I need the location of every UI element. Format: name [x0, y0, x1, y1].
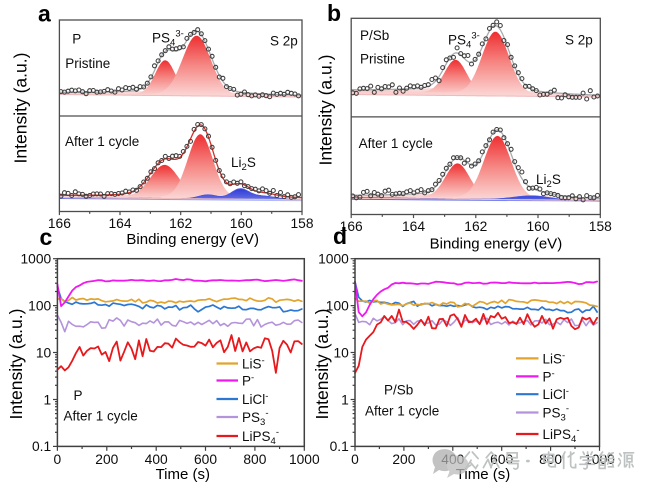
svg-text:400: 400 [145, 452, 168, 467]
svg-text:Li2S: Li2S [231, 155, 256, 173]
svg-text:LiPS4-: LiPS4- [543, 425, 580, 445]
svg-text:S 2p: S 2p [565, 33, 593, 48]
svg-text:LiS-: LiS- [543, 350, 566, 366]
svg-text:158: 158 [589, 219, 612, 234]
svg-text:Li2S: Li2S [536, 172, 561, 190]
svg-text:1000: 1000 [289, 452, 320, 467]
svg-text:160: 160 [526, 219, 549, 234]
svg-text:LiCl-: LiCl- [543, 386, 569, 402]
svg-text:Intensity (a.u.): Intensity (a.u.) [316, 55, 336, 166]
svg-text:Time (s): Time (s) [156, 466, 210, 483]
svg-text:0.1: 0.1 [330, 439, 349, 454]
svg-text:100: 100 [326, 298, 349, 313]
svg-text:b: b [327, 0, 341, 26]
svg-text:600: 600 [194, 452, 217, 467]
svg-text:P/Sb: P/Sb [360, 28, 389, 43]
svg-text:c: c [40, 224, 53, 250]
svg-text:158: 158 [290, 216, 313, 231]
svg-text:160: 160 [230, 216, 253, 231]
svg-text:10: 10 [36, 345, 52, 360]
svg-text:Intensity (a.u.): Intensity (a.u.) [312, 309, 332, 420]
svg-text:162: 162 [464, 219, 487, 234]
svg-text:1000: 1000 [318, 252, 349, 267]
svg-text:164: 164 [402, 219, 425, 234]
svg-text:0: 0 [351, 452, 359, 467]
svg-text:0.1: 0.1 [32, 439, 51, 454]
svg-text:a: a [38, 1, 51, 27]
svg-text:Intensity (a.u.): Intensity (a.u.) [6, 309, 26, 420]
svg-text:200: 200 [392, 452, 415, 467]
svg-text:164: 164 [108, 216, 131, 231]
svg-text:200: 200 [95, 452, 118, 467]
svg-text:d: d [333, 223, 347, 249]
svg-text:Pristine: Pristine [360, 52, 405, 67]
svg-text:162: 162 [169, 216, 192, 231]
svg-text:P/Sb: P/Sb [384, 383, 413, 398]
svg-text:LiCl-: LiCl- [242, 391, 268, 407]
svg-text:1000: 1000 [20, 252, 51, 267]
svg-text:1: 1 [341, 392, 349, 407]
svg-text:800: 800 [243, 452, 266, 467]
svg-text:166: 166 [340, 219, 363, 234]
svg-text:0: 0 [54, 452, 62, 467]
svg-text:P: P [72, 31, 81, 46]
svg-text:Binding energy (eV): Binding energy (eV) [126, 231, 259, 248]
svg-text:800: 800 [539, 452, 562, 467]
svg-text:LiS-: LiS- [242, 356, 265, 372]
svg-text:100: 100 [28, 298, 51, 313]
svg-text:1: 1 [44, 392, 52, 407]
svg-text:After 1 cycle: After 1 cycle [64, 409, 138, 424]
svg-text:LiPS4-: LiPS4- [242, 427, 279, 447]
svg-text:After 1 cycle: After 1 cycle [359, 136, 433, 151]
svg-text:Intensity (a.u.): Intensity (a.u.) [11, 53, 31, 164]
svg-text:10: 10 [333, 345, 349, 360]
svg-text:166: 166 [48, 216, 71, 231]
svg-text:Binding energy (eV): Binding energy (eV) [430, 235, 563, 252]
svg-text:Pristine: Pristine [65, 56, 110, 71]
svg-text:Time (s): Time (s) [456, 466, 510, 483]
svg-text:After 1 cycle: After 1 cycle [365, 404, 439, 419]
svg-text:S 2p: S 2p [270, 34, 298, 49]
svg-text:P: P [74, 388, 83, 403]
svg-text:After 1 cycle: After 1 cycle [65, 134, 139, 149]
